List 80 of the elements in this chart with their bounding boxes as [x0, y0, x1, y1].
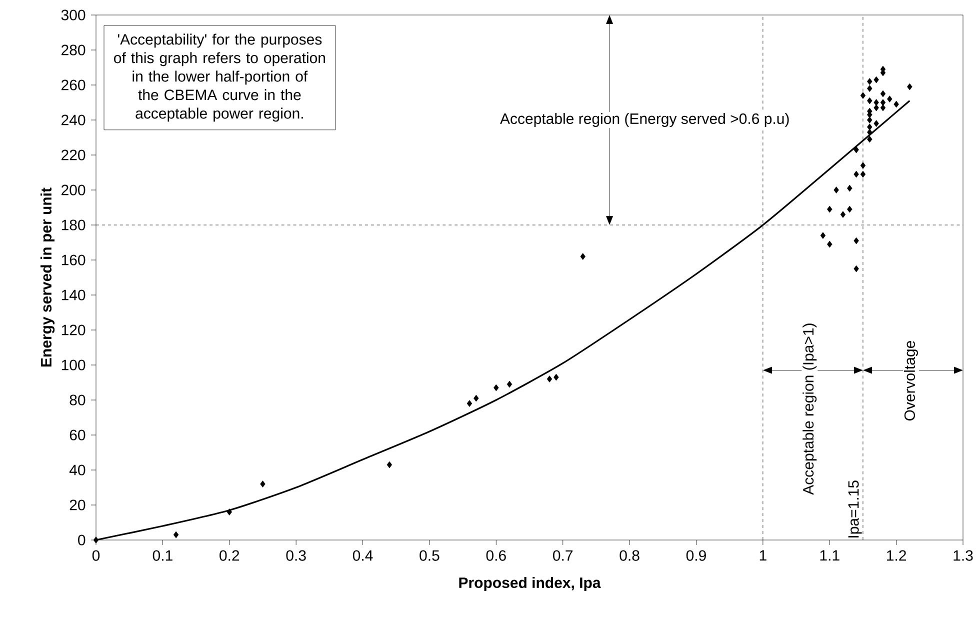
x-tick-label: 1: [760, 550, 766, 561]
annotation: Acceptable region (Energy served >0.6 p.u): [500, 112, 789, 127]
point: [506, 380, 512, 388]
y-tick-label: 220: [62, 150, 86, 160]
point: [854, 265, 859, 272]
y-tick-label: 0: [78, 534, 86, 546]
y-tick-label: 140: [62, 290, 86, 300]
point: [474, 394, 479, 402]
point: [860, 162, 866, 169]
y-tick-label: 240: [62, 114, 86, 126]
point: [827, 240, 832, 248]
point: [834, 186, 839, 194]
point: [874, 104, 879, 112]
point: [860, 170, 866, 178]
y-tick-label: 60: [70, 430, 86, 440]
point: [580, 253, 586, 260]
x-tick-label: 0.9: [686, 550, 706, 561]
point: [874, 76, 879, 84]
point: [874, 99, 879, 106]
point: [867, 97, 872, 104]
y-tick-label: 200: [62, 184, 86, 196]
annotation: Overvoltage: [904, 340, 918, 420]
point: [847, 206, 852, 213]
x-tick-label: 0.7: [553, 550, 573, 561]
x-tick-label: 0.4: [352, 550, 373, 561]
point: [554, 374, 559, 381]
x-tick-label: 0.6: [486, 550, 506, 561]
annotation: Acceptable region (Ipa>1): [802, 324, 817, 495]
point: [466, 400, 472, 407]
point: [854, 170, 859, 178]
point: [93, 536, 99, 544]
point: [386, 461, 392, 468]
point: [880, 104, 886, 112]
y-tick-label: 100: [62, 360, 86, 370]
point: [867, 78, 872, 85]
point: [867, 128, 872, 136]
point: [260, 480, 266, 488]
point: [847, 184, 852, 192]
point: [894, 100, 899, 108]
point: [546, 376, 552, 382]
point: [860, 92, 866, 99]
y-axis-title: Energy served in per unit: [40, 188, 55, 367]
y-tick-label: 300: [61, 10, 86, 20]
y-tick-label: 180: [62, 220, 86, 230]
point: [874, 120, 879, 127]
point: [226, 508, 232, 516]
point: [854, 237, 859, 244]
point: [820, 232, 826, 239]
y-tick-label: 40: [69, 464, 86, 476]
x-axis-title: Proposed index, Ipa: [459, 577, 601, 591]
x-tick-label: 0: [92, 550, 100, 561]
y-tick-label: 80: [70, 394, 86, 406]
point: [494, 384, 499, 392]
point: [880, 90, 886, 98]
point: [827, 206, 832, 213]
point: [173, 531, 179, 538]
point: [867, 85, 872, 92]
x-tick-label: 0.5: [420, 550, 440, 561]
x-tick-label: 1.3: [954, 550, 973, 561]
point: [907, 83, 912, 90]
annotation: 'Acceptability' for the purposes of this graph refers to operation in the lower half-portion of the CBEMA curve in the acceptable power region.: [114, 34, 326, 122]
x-tick-label: 0.8: [620, 550, 640, 561]
y-tick-label: 280: [62, 44, 86, 56]
x-tick-label: 0.3: [286, 550, 306, 561]
point: [887, 96, 892, 102]
x-tick-label: 0.1: [152, 550, 172, 561]
x-tick-label: 0.2: [220, 550, 240, 561]
point: [840, 211, 846, 218]
y-tick-label: 20: [70, 500, 86, 510]
point: [867, 116, 872, 124]
x-tick-label: 1.2: [887, 550, 906, 561]
point: [854, 146, 859, 154]
x-tick-label: 1.1: [820, 550, 840, 561]
point: [880, 99, 886, 106]
point: [867, 136, 872, 143]
y-tick-label: 120: [62, 324, 86, 336]
point: [867, 124, 872, 130]
y-tick-label: 260: [62, 80, 86, 90]
y-tick-label: 160: [62, 254, 86, 266]
ref-line-label: Ipa=1.15: [848, 480, 862, 538]
